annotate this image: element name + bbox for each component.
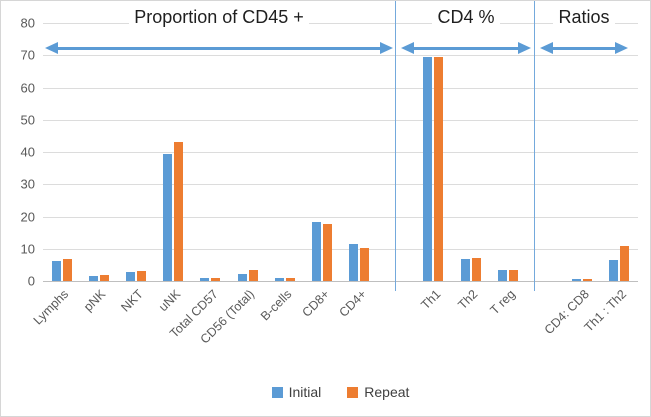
bar-initial-unk bbox=[163, 153, 173, 281]
annotation-proportion-cd45-label: Proportion of CD45 + bbox=[129, 7, 309, 29]
annotation-cd4-percent: CD4 % bbox=[401, 7, 531, 55]
plot-area bbox=[43, 23, 638, 282]
bar-repeat-t-reg bbox=[508, 270, 518, 281]
bar-initial-th1 bbox=[423, 56, 433, 281]
bar-repeat-cd4-cd8 bbox=[583, 279, 593, 281]
y-tick-0: 0 bbox=[27, 273, 35, 289]
annotation-cd4-percent-label: CD4 % bbox=[432, 7, 500, 29]
bar-initial-pnk bbox=[88, 275, 98, 281]
bar-initial-cd4-cd8 bbox=[572, 278, 582, 281]
legend-label-initial: Initial bbox=[288, 384, 322, 400]
bar-repeat-total-cd57 bbox=[211, 278, 221, 281]
x-label-cd4: CD4+ bbox=[336, 287, 369, 320]
x-label-cd4-cd8: CD4: CD8 bbox=[541, 287, 593, 338]
bar-initial-th1-th2 bbox=[609, 260, 619, 281]
gridline-20 bbox=[43, 216, 638, 218]
annotation-ratios-label: Ratios bbox=[553, 7, 615, 29]
legend-swatch-repeat bbox=[347, 386, 359, 398]
gridline-70 bbox=[43, 55, 638, 57]
x-label-th1: Th1 bbox=[418, 287, 444, 313]
legend-item-repeat: Repeat bbox=[347, 384, 409, 400]
x-label-nkt: NKT bbox=[118, 287, 146, 315]
y-tick-10: 10 bbox=[20, 241, 35, 257]
y-tick-20: 20 bbox=[20, 209, 35, 224]
y-tick-50: 50 bbox=[20, 112, 35, 128]
bar-repeat-th1 bbox=[434, 56, 444, 281]
bar-initial-b-cells bbox=[274, 277, 284, 281]
double-arrow-proportion-cd45 bbox=[45, 42, 393, 54]
legend-label-repeat: Repeat bbox=[364, 384, 410, 400]
x-label-pnk: pNK bbox=[81, 287, 109, 315]
bar-repeat-pnk bbox=[99, 274, 109, 281]
y-tick-70: 70 bbox=[20, 47, 35, 63]
gridline-80 bbox=[43, 23, 638, 24]
double-arrow-ratios bbox=[540, 42, 628, 54]
gridline-10 bbox=[43, 248, 638, 250]
bar-initial-t-reg bbox=[497, 269, 507, 281]
annotation-ratios: Ratios bbox=[540, 7, 628, 55]
bar-repeat-lymphs bbox=[62, 259, 72, 281]
bar-initial-cd4 bbox=[349, 244, 359, 281]
legend-item-initial: Initial bbox=[271, 384, 322, 400]
bar-repeat-b-cells bbox=[285, 278, 295, 281]
bar-repeat-th1-th2 bbox=[620, 245, 630, 281]
x-label-unk: uNK bbox=[155, 287, 184, 315]
section-divider-1 bbox=[395, 1, 396, 291]
gridline-60 bbox=[43, 87, 638, 89]
x-label-t-reg: T reg bbox=[487, 287, 518, 318]
bar-repeat-unk bbox=[174, 142, 184, 281]
bar-repeat-cd8 bbox=[322, 224, 332, 281]
annotation-proportion-cd45: Proportion of CD45 + bbox=[45, 7, 393, 55]
gridline-30 bbox=[43, 184, 638, 186]
x-label-th2: Th2 bbox=[455, 287, 481, 313]
x-label-b-cells: B-cells bbox=[258, 287, 295, 324]
bar-initial-cd56-total bbox=[237, 273, 247, 281]
y-tick-30: 30 bbox=[20, 176, 35, 192]
bar-repeat-cd56-total bbox=[248, 270, 258, 281]
bar-repeat-cd4 bbox=[360, 248, 370, 281]
y-tick-80: 80 bbox=[20, 15, 35, 31]
x-label-lymphs: Lymphs bbox=[30, 287, 72, 328]
x-axis-labels: Lymphs pNK NKT uNK Total CD57 CD56 (Total) B-c… bbox=[31, 285, 638, 377]
bar-repeat-th2 bbox=[471, 258, 481, 281]
gridline-50 bbox=[43, 119, 638, 121]
y-axis: 0 10 20 30 40 50 60 70 80 bbox=[1, 16, 35, 289]
bar-initial-cd8 bbox=[311, 222, 321, 281]
legend: Initial Repeat bbox=[43, 383, 638, 401]
y-tick-60: 60 bbox=[20, 80, 35, 95]
double-arrow-cd4-percent bbox=[401, 42, 531, 54]
section-divider-2 bbox=[534, 1, 535, 291]
bar-repeat-nkt bbox=[136, 271, 146, 281]
bar-initial-nkt bbox=[125, 271, 135, 281]
legend-swatch-initial bbox=[271, 386, 283, 398]
bar-initial-th2 bbox=[460, 259, 470, 281]
x-label-cd8: CD8+ bbox=[299, 287, 332, 320]
bar-initial-lymphs bbox=[51, 261, 61, 281]
bar-initial-total-cd57 bbox=[200, 278, 210, 281]
y-tick-40: 40 bbox=[20, 144, 35, 160]
gridline-40 bbox=[43, 152, 638, 153]
